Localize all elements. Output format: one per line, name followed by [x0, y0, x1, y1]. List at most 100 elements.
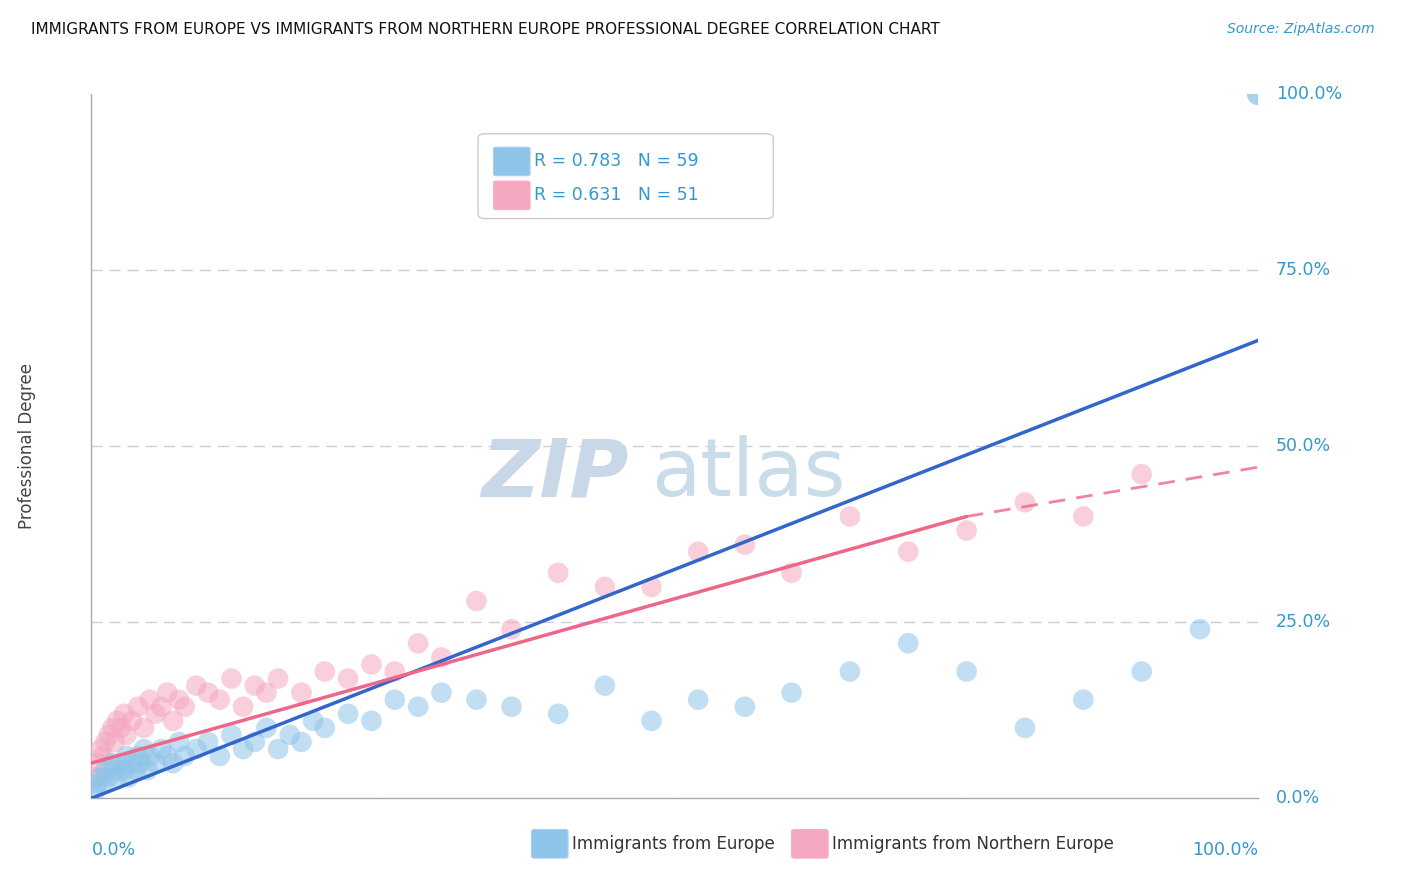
Point	[208, 749, 231, 764]
Point	[197, 685, 219, 699]
Point	[90, 770, 112, 784]
Point	[118, 770, 141, 784]
Point	[384, 692, 406, 706]
Point	[290, 735, 312, 749]
Text: atlas: atlas	[651, 435, 846, 513]
Point	[465, 594, 488, 608]
Text: 100.0%: 100.0%	[1192, 840, 1258, 859]
Point	[406, 636, 429, 650]
Point	[267, 742, 290, 756]
Point	[360, 714, 382, 728]
Point	[501, 622, 523, 636]
Point	[127, 749, 149, 764]
Point	[83, 784, 105, 798]
Point	[256, 685, 278, 699]
Point	[465, 692, 488, 706]
Point	[838, 509, 860, 524]
Point	[112, 706, 135, 721]
Point	[1189, 622, 1212, 636]
Point	[734, 699, 756, 714]
Point	[243, 679, 266, 693]
Point	[127, 699, 149, 714]
Point	[1014, 721, 1036, 735]
Point	[547, 566, 569, 580]
Point	[593, 580, 616, 594]
Text: Source: ZipAtlas.com: Source: ZipAtlas.com	[1227, 22, 1375, 37]
Point	[101, 756, 124, 770]
Point	[173, 749, 195, 764]
Point	[302, 714, 325, 728]
Point	[221, 728, 243, 742]
Point	[640, 580, 662, 594]
Point	[337, 706, 360, 721]
Point	[94, 763, 117, 777]
Point	[956, 524, 979, 538]
Point	[145, 756, 167, 770]
Point	[734, 538, 756, 552]
Point	[897, 636, 920, 650]
Point	[838, 665, 860, 679]
Point	[173, 699, 195, 714]
Point	[112, 763, 135, 777]
Point	[956, 665, 979, 679]
Point	[278, 728, 301, 742]
Point	[267, 672, 290, 686]
Point	[136, 763, 159, 777]
Point	[1014, 495, 1036, 509]
Point	[138, 749, 162, 764]
Text: Immigrants from Europe: Immigrants from Europe	[572, 835, 775, 853]
Point	[167, 735, 190, 749]
Point	[97, 770, 120, 784]
Point	[501, 699, 523, 714]
Text: ZIP: ZIP	[481, 435, 628, 513]
Point	[132, 742, 155, 756]
Point	[104, 735, 127, 749]
Text: 75.0%: 75.0%	[1275, 260, 1331, 279]
Point	[91, 777, 114, 791]
Point	[360, 657, 382, 672]
Point	[1073, 692, 1095, 706]
Point	[232, 699, 254, 714]
Point	[780, 566, 803, 580]
Point	[186, 742, 208, 756]
Text: 100.0%: 100.0%	[1275, 85, 1341, 103]
Point	[688, 544, 710, 558]
Point	[129, 756, 152, 770]
Point	[314, 665, 336, 679]
Point	[406, 699, 429, 714]
Point	[197, 735, 219, 749]
Point	[167, 692, 190, 706]
Point	[430, 685, 453, 699]
Point	[138, 692, 162, 706]
Text: 25.0%: 25.0%	[1275, 613, 1331, 632]
Point	[1247, 87, 1270, 101]
Point	[121, 756, 143, 770]
Point	[105, 770, 128, 784]
Point	[83, 770, 105, 784]
Point	[640, 714, 662, 728]
Point	[208, 692, 231, 706]
Point	[593, 679, 616, 693]
Text: 0.0%: 0.0%	[1275, 789, 1320, 807]
Point	[86, 756, 108, 770]
Text: Immigrants from Northern Europe: Immigrants from Northern Europe	[832, 835, 1114, 853]
Point	[314, 721, 336, 735]
Point	[115, 728, 138, 742]
Text: R = 0.631   N = 51: R = 0.631 N = 51	[534, 186, 699, 204]
Point	[156, 749, 179, 764]
Point	[547, 706, 569, 721]
Point	[337, 672, 360, 686]
Point	[290, 685, 312, 699]
Point	[1130, 665, 1153, 679]
Point	[132, 721, 155, 735]
Text: Professional Degree: Professional Degree	[18, 363, 37, 529]
Point	[162, 714, 184, 728]
Point	[780, 685, 803, 699]
Point	[243, 735, 266, 749]
Text: IMMIGRANTS FROM EUROPE VS IMMIGRANTS FROM NORTHERN EUROPE PROFESSIONAL DEGREE CO: IMMIGRANTS FROM EUROPE VS IMMIGRANTS FRO…	[31, 22, 939, 37]
Point	[86, 777, 108, 791]
Point	[430, 650, 453, 665]
Point	[97, 728, 120, 742]
Point	[221, 672, 243, 686]
Point	[125, 763, 148, 777]
